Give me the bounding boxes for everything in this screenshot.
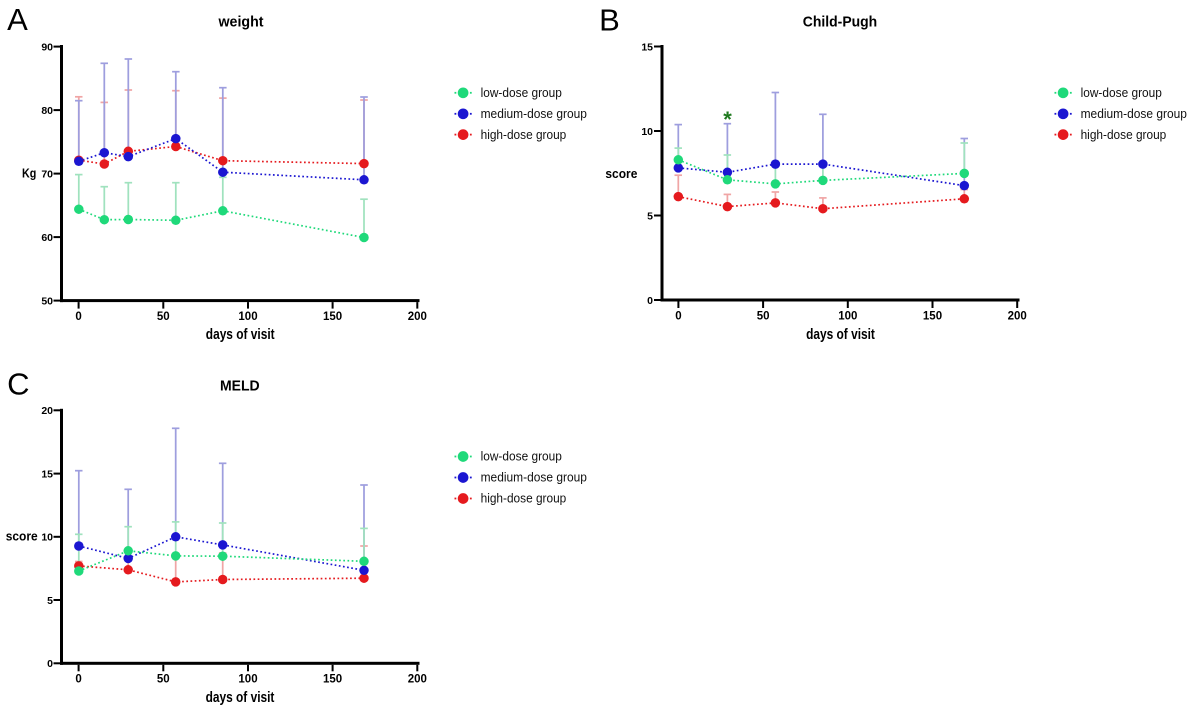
svg-text:70: 70 (41, 168, 53, 180)
svg-text:days of visit: days of visit (806, 326, 875, 343)
svg-text:20: 20 (41, 405, 53, 417)
svg-text:100: 100 (838, 310, 857, 322)
svg-text:*: * (723, 107, 732, 132)
svg-text:60: 60 (41, 232, 53, 244)
svg-text:50: 50 (157, 674, 170, 686)
svg-text:200: 200 (1008, 310, 1027, 322)
svg-text:0: 0 (675, 310, 681, 322)
svg-text:200: 200 (408, 311, 427, 323)
svg-text:150: 150 (923, 310, 942, 322)
svg-text:150: 150 (323, 674, 342, 686)
svg-text:10: 10 (41, 532, 53, 544)
svg-text:low-dose group: low-dose group (481, 86, 562, 100)
svg-text:MELD: MELD (220, 377, 260, 394)
svg-text:B: B (599, 3, 620, 38)
svg-text:50: 50 (157, 311, 170, 323)
svg-text:C: C (7, 367, 29, 402)
svg-text:high-dose group: high-dose group (481, 128, 567, 142)
svg-text:low-dose group: low-dose group (1081, 86, 1162, 100)
svg-text:15: 15 (641, 41, 653, 53)
svg-text:A: A (7, 2, 28, 37)
svg-text:50: 50 (757, 310, 770, 322)
svg-text:0: 0 (647, 295, 653, 307)
svg-text:high-dose group: high-dose group (1081, 128, 1167, 142)
svg-text:100: 100 (238, 311, 257, 323)
svg-text:days of visit: days of visit (206, 326, 275, 343)
svg-text:100: 100 (238, 674, 257, 686)
svg-text:weight: weight (218, 13, 264, 30)
svg-text:low-dose group: low-dose group (481, 450, 562, 464)
svg-text:200: 200 (408, 674, 427, 686)
svg-text:0: 0 (75, 674, 81, 686)
svg-text:score: score (605, 166, 637, 181)
svg-text:0: 0 (47, 658, 53, 670)
svg-text:15: 15 (41, 468, 53, 480)
svg-text:90: 90 (41, 41, 53, 53)
svg-text:score: score (6, 529, 38, 544)
svg-text:5: 5 (47, 595, 53, 607)
svg-text:150: 150 (323, 311, 342, 323)
svg-text:medium-dose group: medium-dose group (481, 107, 587, 121)
svg-text:80: 80 (41, 105, 53, 117)
svg-text:days of visit: days of visit (206, 689, 275, 706)
svg-text:Kg: Kg (22, 165, 36, 180)
svg-text:50: 50 (41, 295, 53, 307)
svg-text:high-dose group: high-dose group (481, 492, 567, 506)
svg-text:0: 0 (75, 311, 81, 323)
svg-text:5: 5 (647, 210, 653, 222)
svg-text:medium-dose group: medium-dose group (1081, 107, 1187, 121)
svg-text:medium-dose group: medium-dose group (481, 471, 587, 485)
svg-text:10: 10 (641, 126, 653, 138)
svg-text:Child-Pugh: Child-Pugh (803, 13, 877, 30)
